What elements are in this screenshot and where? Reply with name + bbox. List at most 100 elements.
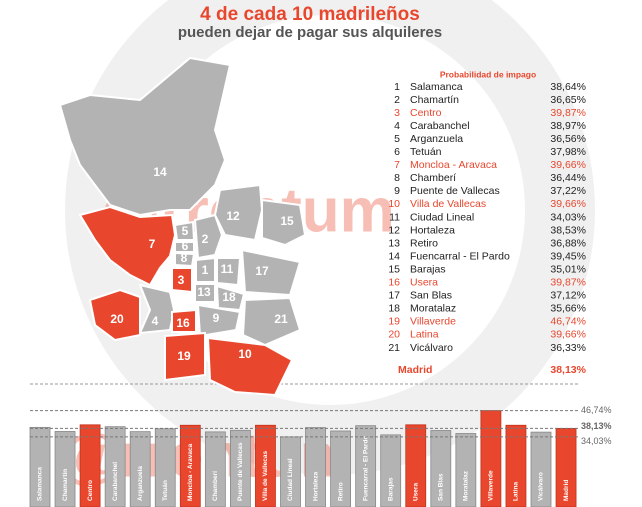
- rank: 3: [394, 107, 400, 119]
- rank: 20: [388, 329, 400, 341]
- title: 4 de cada 10 madrileños: [200, 4, 420, 25]
- rank: 13: [388, 237, 400, 249]
- bar-name: Moncloa - Aravaca: [187, 443, 194, 501]
- district-name: Latina: [410, 329, 439, 341]
- district-number: 16: [176, 316, 190, 330]
- district: [261, 198, 307, 247]
- district-number: 19: [177, 349, 191, 363]
- value-label: 39,66%: [550, 198, 586, 210]
- district-name: Usera: [410, 277, 438, 289]
- rank: 21: [388, 342, 400, 354]
- district: [173, 220, 196, 241]
- district-number: 3: [178, 273, 185, 287]
- bar-name: Barajas: [387, 477, 394, 501]
- value-label: 36,44%: [550, 172, 586, 184]
- district-number: 7: [149, 237, 156, 251]
- value-label: 36,56%: [550, 133, 586, 145]
- rank: 11: [389, 211, 400, 223]
- district: [174, 241, 195, 253]
- bar-name: Ciudad Lineal: [287, 458, 294, 501]
- bar: [129, 431, 151, 507]
- district-name: Puente de Vallecas: [410, 185, 500, 197]
- bar-name: Puente de Vallecas: [237, 442, 244, 501]
- district-name: Vicálvaro: [410, 342, 453, 354]
- value-label: 39,66%: [550, 329, 586, 341]
- value-label: 39,87%: [550, 107, 586, 119]
- district-number: 18: [222, 290, 236, 304]
- district-number: 11: [221, 262, 234, 276]
- bar-name: Retiro: [337, 482, 344, 501]
- district-number: 10: [238, 347, 252, 361]
- rank: 17: [388, 290, 400, 302]
- district: [164, 331, 206, 382]
- bar-name: San Blas: [438, 473, 445, 501]
- district-name: Retiro: [410, 237, 438, 249]
- bar-name: Salamanca: [37, 467, 44, 501]
- district: [194, 283, 216, 303]
- rank: 9: [394, 185, 400, 197]
- district-name: Arganzuela: [410, 133, 463, 145]
- reference-label: 46,74%: [581, 405, 612, 415]
- bar: [455, 433, 477, 507]
- district-number: 8: [181, 251, 188, 265]
- district-number: 15: [280, 214, 294, 228]
- bar-name: Hortaleza: [312, 471, 319, 501]
- rank: 5: [394, 133, 400, 145]
- district-name: Moncloa - Aravaca: [410, 159, 497, 171]
- rank: 2: [394, 94, 400, 106]
- value-label: 46,74%: [550, 316, 586, 328]
- bar-name: Fuencarral - El Pardo: [362, 436, 369, 501]
- value-label: 35,66%: [550, 303, 586, 315]
- rank: 15: [388, 263, 400, 275]
- bar-name: Vicálvaro: [538, 472, 545, 501]
- district-name: Chamberí: [410, 172, 456, 184]
- district-name: Madrid: [398, 364, 432, 376]
- bar: [305, 427, 326, 507]
- district: [171, 267, 193, 294]
- district: [171, 308, 197, 333]
- rank: 12: [388, 224, 400, 236]
- value-label: 36,65%: [550, 94, 586, 106]
- district-name: Tetuán: [410, 146, 442, 158]
- value-label: 38,53%: [550, 224, 586, 236]
- bar-name: Chamberí: [212, 471, 219, 501]
- value-label: 39,66%: [550, 159, 586, 171]
- bar-name: Centro: [87, 480, 94, 501]
- reference-label: 38,13%: [581, 421, 612, 431]
- district-number: 5: [182, 224, 189, 238]
- value-label: 37,98%: [550, 146, 586, 158]
- district: [216, 257, 242, 287]
- rank: 14: [388, 250, 400, 262]
- bar-name: Tetuán: [162, 480, 169, 501]
- district-number: 9: [213, 311, 220, 325]
- district: [195, 256, 216, 283]
- rank: 8: [394, 172, 400, 184]
- district: [193, 213, 224, 260]
- district: [138, 283, 176, 335]
- value-label: 36,33%: [550, 342, 586, 354]
- district-number: 17: [255, 264, 269, 278]
- district-name: Moratalaz: [410, 303, 456, 315]
- bar-name: Carabanchel: [112, 462, 119, 501]
- rank: 19: [388, 316, 400, 328]
- district-name: Carabanchel: [410, 120, 470, 132]
- district-number: 14: [153, 165, 167, 179]
- district-name: Fuencarral - El Pardo: [410, 250, 510, 262]
- value-label: 39,87%: [550, 277, 586, 289]
- district-number: 6: [182, 239, 189, 253]
- value-label: 39,45%: [550, 250, 586, 262]
- district-name: Centro: [410, 107, 442, 119]
- district-name: Barajas: [410, 263, 446, 275]
- district: [88, 288, 141, 342]
- subtitle: pueden dejar de pagar sus alquileres: [178, 24, 442, 41]
- bar-name: Usera: [412, 483, 419, 501]
- table-header: Probabilidad de impago: [440, 69, 536, 79]
- district-name: Villa de Vallecas: [410, 198, 486, 210]
- district-name: Chamartín: [410, 94, 459, 106]
- district: [213, 183, 264, 242]
- reference-label: 34,03%: [581, 436, 612, 446]
- bar-name: Chamartín: [62, 469, 69, 501]
- district-name: Salamanca: [410, 81, 463, 93]
- district-name: Hortaleza: [410, 224, 455, 236]
